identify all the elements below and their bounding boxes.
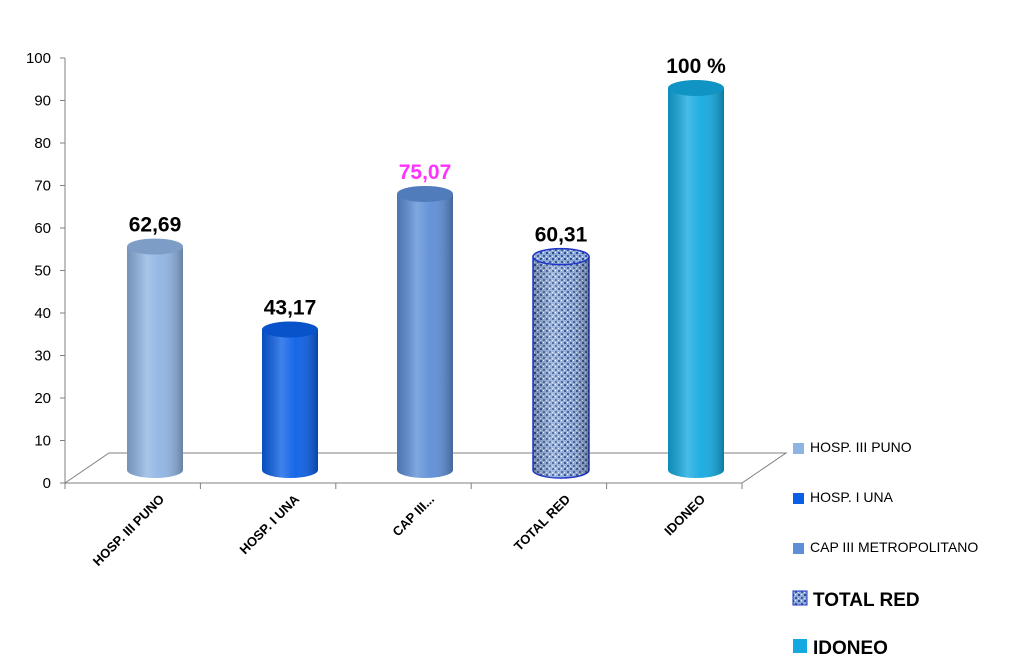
legend-swatch [793, 591, 807, 605]
legend-label: IDONEO [813, 638, 888, 659]
y-tick-label: 30 [34, 348, 51, 365]
legend-swatch [793, 443, 804, 454]
x-category-label: CAP III... [389, 492, 437, 540]
bar-layer [127, 80, 724, 478]
legend-label: TOTAL RED [813, 590, 920, 611]
y-tick-label: 0 [43, 475, 51, 492]
y-tick-label: 100 [26, 50, 51, 67]
x-category-label: TOTAL RED [511, 492, 573, 554]
y-tick-label: 80 [34, 135, 51, 152]
data-label: 62,69 [129, 214, 182, 237]
bar-shading [127, 247, 183, 478]
bar [397, 186, 453, 478]
bar-top-shade [262, 322, 318, 338]
x-category-label: IDONEO [661, 492, 708, 539]
data-label: 100 % [666, 55, 726, 78]
data-label: 75,07 [399, 161, 452, 184]
bar [533, 249, 589, 478]
legend-label: HOSP. I UNA [810, 489, 894, 505]
legend-swatch [793, 543, 804, 554]
legend: HOSP. III PUNO HOSP. I UNA CAP III METROPO… [793, 439, 978, 659]
x-category-label: HOSP. III PUNO [90, 492, 167, 569]
bar-top-shade [127, 239, 183, 255]
bar-top-shade [668, 80, 724, 96]
y-tick-label: 10 [34, 433, 51, 450]
legend-label: HOSP. III PUNO [810, 439, 912, 455]
bar [668, 80, 724, 478]
legend-label: CAP III METROPOLITANO [810, 539, 978, 555]
y-tick-label: 60 [34, 220, 51, 237]
bar-top-shade [397, 186, 453, 202]
legend-swatch [793, 639, 807, 653]
bar-top [533, 249, 589, 265]
bar-shading [397, 194, 453, 478]
legend-swatch [793, 493, 804, 504]
y-tick-label: 90 [34, 93, 51, 110]
bar-shading [533, 257, 589, 478]
bar [127, 239, 183, 478]
y-tick-label: 50 [34, 263, 51, 280]
y-tick-label: 70 [34, 178, 51, 195]
bar [262, 322, 318, 478]
bar-shading [668, 88, 724, 478]
data-label: 60,31 [535, 224, 588, 247]
data-label: 43,17 [264, 297, 317, 320]
x-category-label: HOSP. I UNA [237, 491, 303, 557]
y-tick-label: 20 [34, 390, 51, 407]
bar-shading [262, 330, 318, 478]
y-tick-label: 40 [34, 305, 51, 322]
